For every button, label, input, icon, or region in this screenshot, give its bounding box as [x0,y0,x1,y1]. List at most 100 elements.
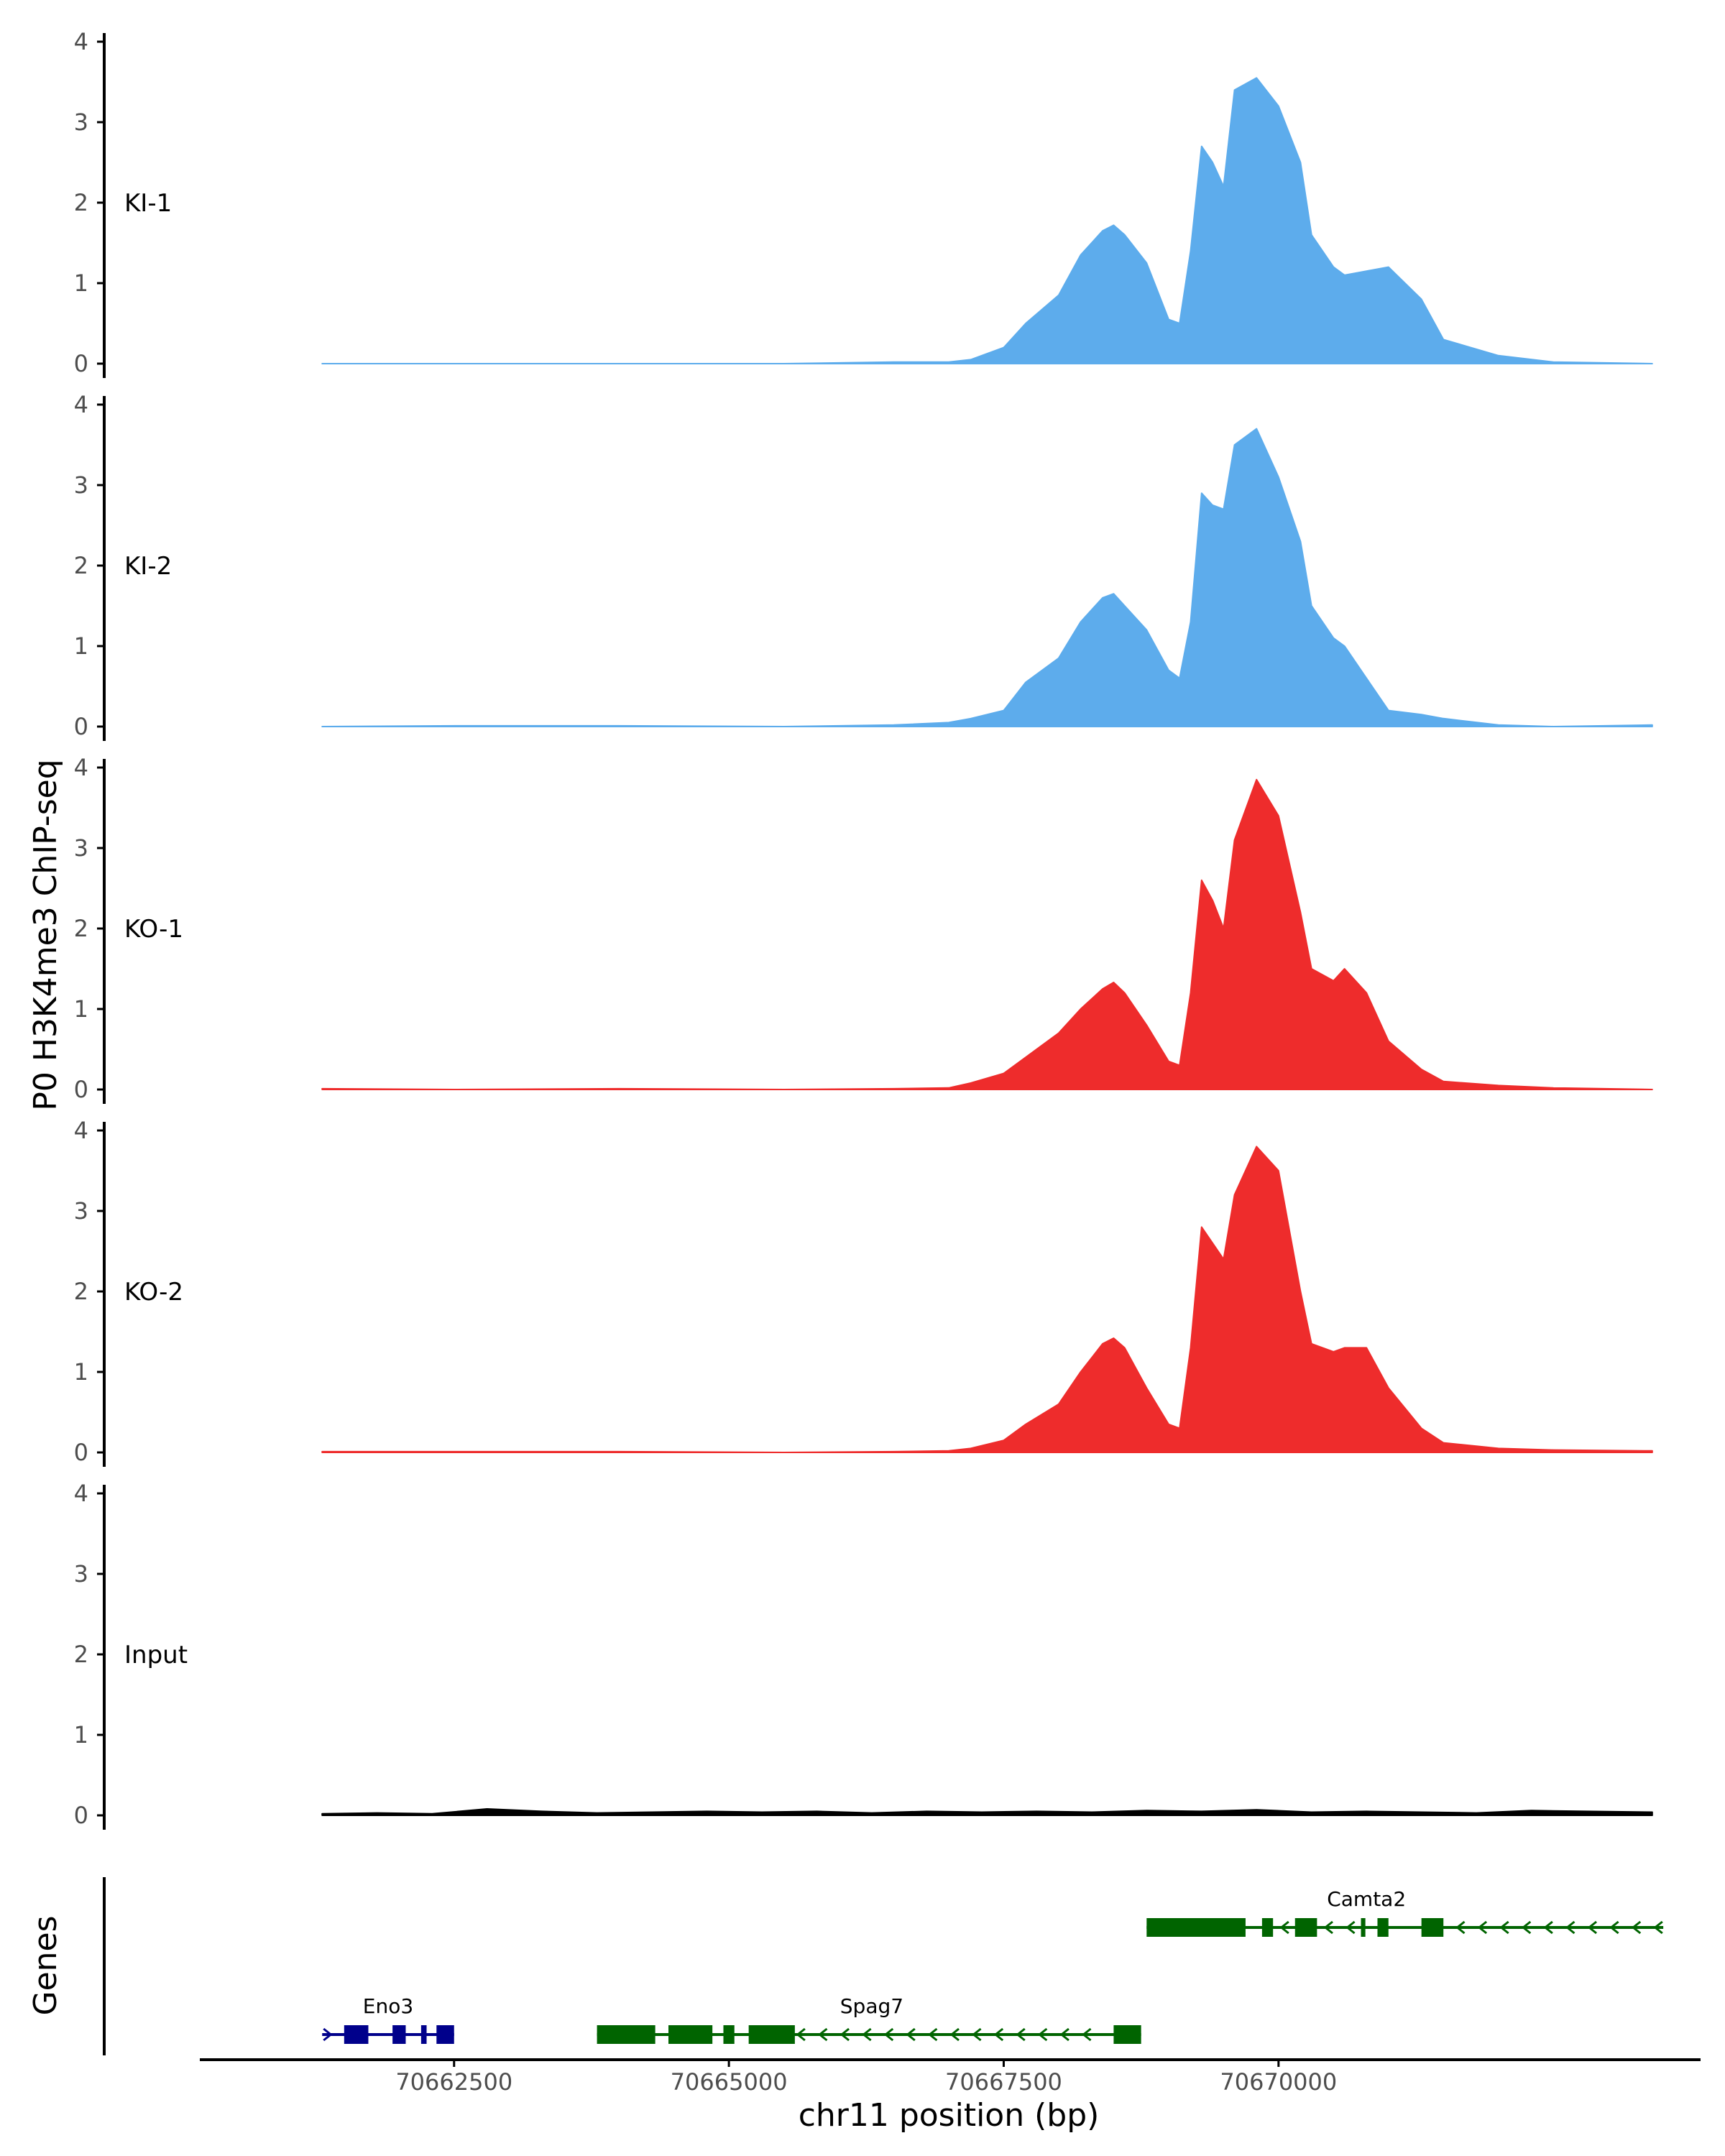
strand-arrow-icon [1653,1920,1663,1935]
y-tick-label: 1 [74,1721,88,1749]
strand-arrow-icon [906,2027,916,2042]
strand-arrow-icon [323,2027,333,2042]
y-tick-label: 1 [74,1358,88,1386]
gene-label: Spag7 [840,1994,903,2018]
track-label: KI-1 [124,189,172,218]
gene-exon [1261,1918,1274,1937]
gene-label: Eno3 [363,1994,413,2018]
y-tick-label: 4 [74,28,88,55]
gene-eno3: Eno3 [322,1994,454,2044]
strand-arrow-icon [972,2027,982,2042]
gene-exon [1146,1918,1246,1937]
strand-arrow-icon [1082,2027,1092,2042]
strand-arrow-icon [1455,1920,1466,1935]
x-axis: 70662500 70665000 70667500 70670000 [200,2058,1701,2096]
gene-exon [392,2025,406,2044]
track-label: KI-2 [124,552,172,581]
track-label: Input [124,1641,188,1669]
y-tick-label: 4 [74,1480,88,1507]
gene-exon [723,2025,735,2044]
strand-arrow-icon [883,2027,894,2042]
strand-arrow-icon [1521,1920,1532,1935]
track-panel-ko-2: 0 1 2 3 4 KO-2 [74,1117,1653,1467]
y-tick-label: 2 [74,189,88,216]
gene-camta2: Camta2 [1146,1887,1664,1937]
gene-spag7: Spag7 [597,1994,1141,2044]
signal-area-ki-1 [321,77,1653,364]
strand-arrow-icon [840,2027,850,2042]
y-tick-label: 1 [74,270,88,297]
strand-arrow-icon [1346,1920,1356,1935]
y-tick-label: 2 [74,1641,88,1668]
strand-arrow-icon [1565,1920,1576,1935]
strand-arrow-icon [1059,2027,1070,2042]
strand-arrow-icon [1279,1920,1289,1935]
y-tick-label: 0 [74,350,88,377]
strand-arrow-icon [1543,1920,1553,1935]
x-axis-title: chr11 position (bp) [799,2097,1100,2134]
y-tick-label: 3 [74,1560,88,1588]
y-tick-label: 2 [74,552,88,579]
strand-arrow-icon [1631,1920,1642,1935]
track-label: KO-2 [124,1278,183,1307]
gene-exon [1361,1918,1366,1937]
x-tick-label: 70667500 [945,2068,1062,2096]
x-tick-label: 70665000 [671,2068,788,2096]
strand-arrow-icon [928,2027,938,2042]
signal-area-ko-1 [321,778,1653,1090]
track-panel-ko-1: 0 1 2 3 4 KO-1 [74,754,1653,1104]
strand-arrow-icon [1037,2027,1048,2042]
y-tick-label: 3 [74,471,88,499]
gene-exon [668,2025,713,2044]
y-tick-label: 3 [74,834,88,862]
y-tick-label: 3 [74,1197,88,1225]
gene-annotation-track: Eno3 Spag7 Camta2 [103,1877,1664,2055]
strand-arrow-icon [862,2027,872,2042]
strand-arrow-icon [796,2027,806,2042]
gene-exon [1421,1918,1444,1937]
signal-area-input [321,1808,1653,1816]
y-tick-label: 0 [74,1802,88,1829]
strand-arrow-icon [1609,1920,1619,1935]
strand-arrow-icon [1016,2027,1026,2042]
genes-axis-title: Genes [27,1915,64,2015]
y-tick-label: 1 [74,632,88,660]
gene-exon [1294,1918,1317,1937]
strand-arrow-icon [1323,1920,1333,1935]
y-axis-title: P0 H3K4me3 ChIP-seq [27,759,64,1110]
strand-arrow-icon [1477,1920,1488,1935]
y-tick-label: 4 [74,1117,88,1144]
gene-exon [344,2025,369,2044]
y-tick-label: 2 [74,1278,88,1305]
signal-area-ki-2 [321,428,1653,727]
strand-arrow-icon [949,2027,960,2042]
gene-label: Camta2 [1327,1887,1406,1911]
track-panel-ki-1: 0 1 2 3 4 KI-1 [74,28,1653,378]
track-panel-input: 0 1 2 3 4 Input [74,1480,1653,1830]
track-panel-ki-2: 0 1 2 3 4 KI-2 [74,391,1653,741]
track-label: KO-1 [124,915,183,944]
x-tick-label: 70670000 [1220,2068,1337,2096]
strand-arrow-icon [1499,1920,1509,1935]
signal-area-ko-2 [321,1146,1653,1453]
y-tick-label: 4 [74,754,88,781]
strand-arrow-icon [993,2027,1004,2042]
y-tick-label: 0 [74,713,88,740]
y-tick-label: 0 [74,1439,88,1466]
strand-arrow-icon [818,2027,828,2042]
gene-exon [748,2025,795,2044]
gene-exon [420,2025,427,2044]
signal-tracks: 0 1 2 3 4 KI-1 0 1 2 3 4 KI-2 0 1 2 3 4 KO-1 0 1 2 3 4 KO-2 0 1 2 3… [74,28,1653,1830]
y-tick-label: 3 [74,109,88,136]
x-tick-label: 70662500 [395,2068,512,2096]
gene-exon [597,2025,656,2044]
y-tick-label: 1 [74,995,88,1023]
y-tick-label: 0 [74,1076,88,1103]
y-tick-label: 2 [74,915,88,942]
gene-exon [1113,2025,1141,2044]
y-tick-label: 4 [74,391,88,418]
gene-exon [436,2025,454,2044]
gene-exon [1377,1918,1389,1937]
strand-arrow-icon [1587,1920,1597,1935]
